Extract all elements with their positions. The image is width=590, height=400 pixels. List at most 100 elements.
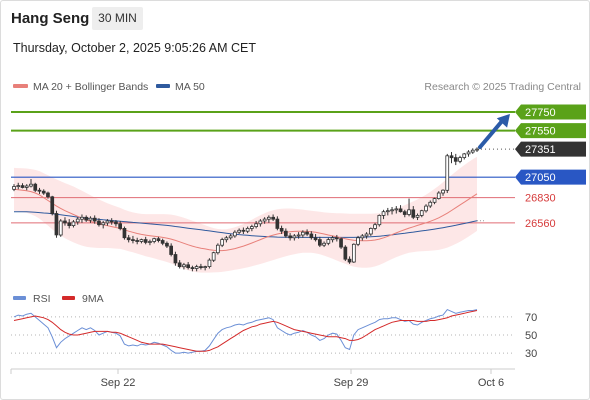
candle-down bbox=[186, 264, 190, 268]
ma20-line bbox=[13, 188, 478, 252]
candle-down bbox=[339, 238, 343, 248]
timestamp: Thursday, October 2, 2025 9:05:26 AM CET bbox=[13, 41, 256, 55]
ma20-legend-swatch bbox=[13, 84, 28, 88]
candle-down bbox=[20, 185, 25, 188]
candle-up bbox=[148, 241, 152, 243]
candle-up bbox=[29, 183, 33, 187]
candle-up bbox=[470, 149, 475, 153]
candle-down bbox=[50, 196, 55, 215]
candle-up bbox=[390, 209, 394, 212]
candle-down bbox=[169, 245, 173, 255]
candle-up bbox=[88, 217, 93, 221]
price-label-text: 27351 bbox=[525, 144, 556, 156]
candle-up bbox=[356, 237, 360, 245]
candle-up bbox=[373, 224, 377, 229]
candle-up bbox=[215, 244, 220, 254]
ma50-legend-label: MA 50 bbox=[175, 81, 205, 93]
candle-up bbox=[101, 222, 106, 226]
candle-up bbox=[266, 216, 271, 220]
instrument-title: Hang Seng bbox=[11, 10, 90, 27]
candle-up bbox=[105, 220, 110, 224]
candle-up bbox=[207, 259, 212, 268]
candle-down bbox=[63, 220, 67, 224]
candle-down bbox=[97, 220, 101, 226]
price-label-bg bbox=[515, 169, 586, 185]
rsi-tick-label: 50 bbox=[525, 330, 537, 342]
candle-up bbox=[58, 220, 63, 236]
candle-up bbox=[249, 226, 254, 229]
candle-down bbox=[283, 230, 288, 237]
candle-up bbox=[385, 210, 390, 213]
credit-label: Research © 2025 Trading Central bbox=[424, 81, 581, 93]
candle-up bbox=[194, 266, 199, 269]
rsi-legend-label: RSI bbox=[33, 293, 51, 305]
candle-down bbox=[156, 238, 161, 241]
candle-down bbox=[67, 222, 72, 227]
candle-up bbox=[441, 189, 445, 194]
candle-up bbox=[24, 185, 29, 188]
candle-down bbox=[109, 220, 114, 223]
candle-up bbox=[71, 221, 76, 226]
candle-up bbox=[182, 264, 186, 268]
candle-up bbox=[415, 214, 420, 218]
candle-up bbox=[368, 227, 373, 235]
x-tick-label: Sep 22 bbox=[101, 377, 136, 389]
candle-up bbox=[466, 151, 471, 155]
x-tick-label: Oct 6 bbox=[478, 377, 504, 389]
candle-up bbox=[80, 216, 84, 220]
candle-down bbox=[160, 240, 165, 244]
candle-up bbox=[12, 186, 16, 190]
candle-down bbox=[114, 221, 118, 225]
candle-down bbox=[190, 267, 195, 270]
rsi-ma9-line bbox=[13, 310, 478, 352]
candle-down bbox=[317, 239, 322, 246]
price-label-bg bbox=[515, 123, 586, 139]
header-bar: Hang Seng 30 MIN bbox=[0, 0, 590, 34]
ma9-legend-swatch bbox=[62, 296, 75, 300]
candle-up bbox=[407, 209, 411, 215]
rsi-tick-label: 70 bbox=[525, 312, 537, 324]
candle-up bbox=[228, 235, 233, 239]
rsi-tick-label: 30 bbox=[525, 348, 537, 360]
candle-up bbox=[330, 237, 335, 241]
candle-up bbox=[224, 237, 229, 241]
candle-up bbox=[220, 239, 224, 246]
candle-down bbox=[309, 233, 314, 239]
candle-up bbox=[381, 211, 386, 216]
candle-up bbox=[75, 218, 80, 223]
candle-down bbox=[343, 246, 348, 260]
candle-down bbox=[41, 190, 46, 194]
candle-up bbox=[232, 231, 237, 237]
rsi-panel: 70 50 30 bbox=[11, 308, 537, 360]
price-label-text: 27750 bbox=[525, 107, 556, 119]
price-label-27351: 27351 bbox=[515, 141, 586, 157]
bollinger-band-area bbox=[14, 156, 477, 273]
candle-up bbox=[152, 238, 156, 242]
candle-up bbox=[428, 201, 433, 207]
candle-down bbox=[118, 223, 122, 229]
candle-down bbox=[126, 237, 131, 241]
price-label-text: 27550 bbox=[525, 126, 556, 138]
candle-up bbox=[211, 252, 216, 261]
candle-down bbox=[453, 157, 458, 162]
candle-down bbox=[199, 266, 203, 269]
candle-up bbox=[296, 234, 301, 237]
candle-up bbox=[245, 227, 250, 232]
candle-up bbox=[262, 218, 267, 222]
candle-down bbox=[275, 218, 280, 229]
candle-up bbox=[377, 214, 382, 226]
timeframe-badge[interactable]: 30 MIN bbox=[92, 7, 143, 30]
candle-down bbox=[33, 183, 38, 191]
trend-arrow bbox=[478, 113, 510, 150]
candle-down bbox=[54, 213, 59, 236]
candle-down bbox=[135, 240, 139, 242]
candle-up bbox=[394, 208, 399, 211]
candle-down bbox=[241, 229, 246, 232]
candle-up bbox=[139, 239, 144, 242]
candle-up bbox=[322, 242, 326, 246]
candle-up bbox=[445, 155, 450, 191]
trend-arrow-head bbox=[496, 113, 510, 128]
candle-down bbox=[334, 237, 339, 240]
candle-up bbox=[360, 235, 365, 239]
